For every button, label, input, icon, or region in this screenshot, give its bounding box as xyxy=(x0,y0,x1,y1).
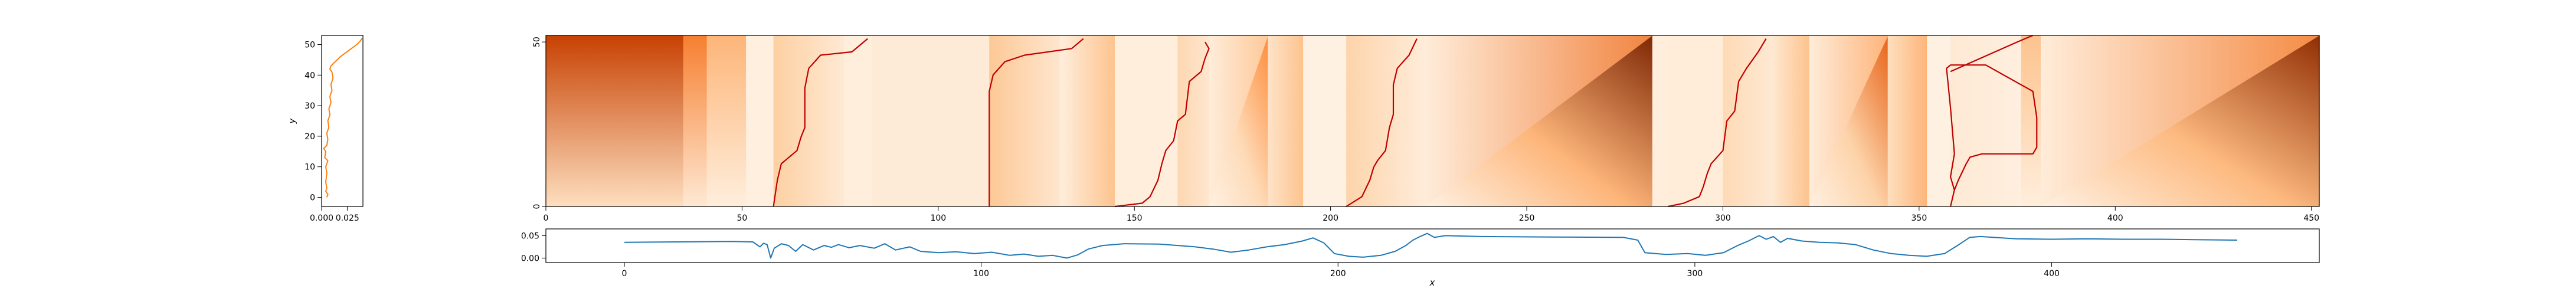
bottom-profile-x-tick-label: 0 xyxy=(622,269,627,278)
heatmap-x-tick-label: 0 xyxy=(544,214,549,223)
side-profile-y-tick-label: 50 xyxy=(305,41,315,50)
heatmap-block xyxy=(844,35,872,206)
heatmap-path-line xyxy=(1114,41,1210,208)
side-profile-x-tick-label: 0.000 xyxy=(310,214,333,223)
bottom-profile-x-ticks: 0 100 200 300 400 xyxy=(622,263,2060,278)
bottom-profile-x-tick-label: 100 xyxy=(973,269,989,278)
heatmap-path-line xyxy=(1668,38,1767,208)
heatmap-y-ticks: 0 50 xyxy=(532,37,546,209)
bottom-profile-panel: 0 100 200 300 400 0.00 0.05 x xyxy=(521,228,2320,288)
side-profile-y-tick-label: 0 xyxy=(310,193,315,202)
side-profile-y-ticks: 0 10 20 30 40 50 xyxy=(305,41,322,202)
heatmap-y-tick-label: 0 xyxy=(532,204,542,209)
heatmap-x-tick-label: 150 xyxy=(1127,214,1143,223)
bottom-profile-line xyxy=(624,232,2237,259)
heatmap-block xyxy=(2021,35,2041,206)
side-profile-panel: 0.000 0.025 0 10 20 30 40 50 y xyxy=(287,35,364,223)
heatmap-block xyxy=(1059,35,1115,206)
side-profile-y-tick-label: 20 xyxy=(305,132,315,142)
heatmap-x-tick-label: 50 xyxy=(737,214,747,223)
heatmap-path-line xyxy=(1946,64,2038,207)
heatmap-path-line xyxy=(988,38,1084,206)
heatmap-path-line xyxy=(1346,38,1418,207)
side-profile-y-tick-label: 40 xyxy=(305,71,315,80)
heatmap-cells xyxy=(546,35,2320,206)
heatmap-x-tick-label: 400 xyxy=(2107,214,2123,223)
side-profile-frame xyxy=(321,35,364,207)
heatmap-block xyxy=(1115,35,1178,206)
bottom-profile-frame xyxy=(545,228,2320,263)
side-profile-x-tick-label: 0.025 xyxy=(336,214,359,223)
heatmap-paths xyxy=(773,34,2038,208)
heatmap-path-line xyxy=(773,38,868,207)
heatmap-block xyxy=(1652,35,1668,206)
heatmap-block xyxy=(1887,35,1927,206)
heatmap-block xyxy=(706,35,747,206)
bottom-profile-y-tick-label: 0.05 xyxy=(521,231,539,241)
side-profile-y-tick-label: 30 xyxy=(305,101,315,111)
heatmap-triangle xyxy=(2041,35,2320,206)
heatmap-block xyxy=(1950,35,2022,206)
bottom-profile-y-tick-label: 0.00 xyxy=(521,254,539,263)
heatmap-triangle xyxy=(1809,35,1888,206)
bottom-profile-x-tick-label: 400 xyxy=(2044,269,2060,278)
heatmap-panel: 0 50 100 150 200 250 300 350 400 450 0 50 xyxy=(532,34,2320,223)
side-profile-y-tick-label: 10 xyxy=(305,163,315,172)
heatmap-block xyxy=(1927,35,1951,206)
heatmap-x-tick-label: 200 xyxy=(1323,214,1338,223)
heatmap-x-tick-label: 450 xyxy=(2303,214,2319,223)
heatmap-block xyxy=(1723,35,1775,206)
heatmap-frame xyxy=(545,35,2320,207)
bottom-profile-x-tick-label: 300 xyxy=(1687,269,1703,278)
bottom-profile-y-ticks: 0.00 0.05 xyxy=(521,231,546,263)
side-profile-plot-area xyxy=(323,38,363,198)
heatmap-block xyxy=(1268,35,1304,206)
bottom-profile-x-tick-label: 200 xyxy=(1330,269,1346,278)
side-profile-y-axis-label: y xyxy=(287,117,297,124)
heatmap-block xyxy=(746,35,774,206)
heatmap-triangle xyxy=(1425,35,1653,206)
heatmap-x-tick-label: 300 xyxy=(1715,214,1731,223)
heatmap-y-tick-label: 50 xyxy=(532,37,542,47)
bottom-profile-x-axis-label: x xyxy=(1429,277,1435,288)
heatmap-x-ticks: 0 50 100 150 200 250 300 350 400 450 xyxy=(544,206,2319,223)
heatmap-x-tick-label: 350 xyxy=(1911,214,1927,223)
heatmap-block xyxy=(773,35,845,206)
heatmap-block xyxy=(989,35,1060,206)
heatmap-path-line xyxy=(1950,34,2034,73)
heatmap-x-tick-label: 250 xyxy=(1519,214,1535,223)
heatmap-x-tick-label: 100 xyxy=(930,214,946,223)
heatmap-block xyxy=(1773,35,1810,206)
heatmap-triangle xyxy=(1425,35,1653,206)
heatmap-block xyxy=(683,35,708,206)
side-profile-x-ticks: 0.000 0.025 xyxy=(310,206,359,223)
side-profile-line xyxy=(323,38,363,198)
heatmap-block xyxy=(1303,35,1347,206)
heatmap-triangle xyxy=(1209,35,1268,206)
heatmap-block xyxy=(1668,35,1724,206)
bottom-profile-plot-area xyxy=(624,232,2237,259)
heatmap-block xyxy=(1346,35,1425,206)
heatmap-block xyxy=(546,35,684,206)
heatmap-block xyxy=(871,35,990,206)
